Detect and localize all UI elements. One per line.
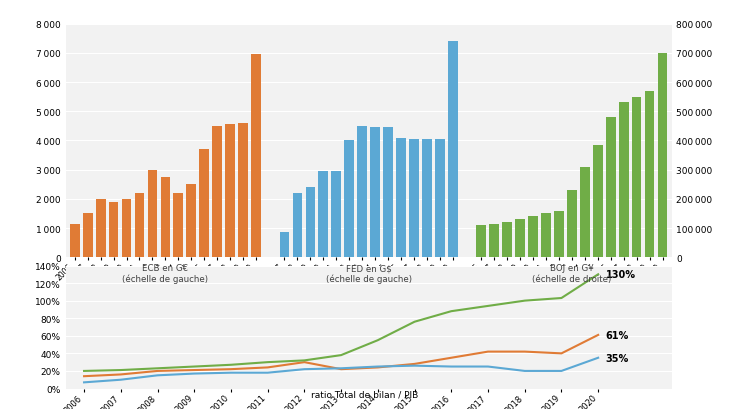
Bar [199, 150, 209, 258]
Bar [448, 42, 458, 258]
Bar [70, 224, 80, 258]
Bar [161, 178, 170, 258]
Bar [122, 199, 131, 258]
Bar [293, 193, 302, 258]
Bar [186, 185, 196, 258]
Text: 130%: 130% [605, 270, 636, 280]
Bar [396, 138, 406, 258]
Text: ratio Total de bilan / PIB: ratio Total de bilan / PIB [312, 390, 418, 399]
Bar [567, 191, 577, 258]
Text: 35%: 35% [605, 353, 629, 363]
Bar [435, 139, 445, 258]
Bar [238, 124, 248, 258]
Bar [383, 128, 393, 258]
Bar [357, 126, 367, 258]
Bar [422, 139, 431, 258]
Bar [251, 55, 261, 258]
Bar [529, 217, 538, 258]
Bar [134, 193, 145, 258]
Bar [554, 211, 564, 258]
Bar [318, 172, 328, 258]
Bar [370, 128, 380, 258]
Bar [580, 167, 590, 258]
Bar [593, 146, 603, 258]
Bar [174, 193, 183, 258]
Bar [345, 141, 354, 258]
Bar [489, 224, 499, 258]
Bar [606, 118, 615, 258]
Bar [515, 220, 525, 258]
Bar [109, 202, 118, 258]
Bar [331, 172, 341, 258]
Bar [477, 226, 486, 258]
Bar [619, 103, 629, 258]
Bar [280, 233, 289, 258]
Bar [658, 54, 667, 258]
Bar [147, 170, 157, 258]
Bar [541, 214, 551, 258]
Bar [409, 139, 419, 258]
Bar [226, 125, 235, 258]
Bar [631, 97, 642, 258]
Text: ECB en G€
(échelle de gauche): ECB en G€ (échelle de gauche) [123, 264, 208, 284]
Bar [306, 188, 315, 258]
Bar [645, 92, 655, 258]
Text: BOJ en G¥
(échelle de droite): BOJ en G¥ (échelle de droite) [532, 264, 612, 283]
Text: 61%: 61% [605, 330, 629, 340]
Text: FED en G$
(échelle de gauche): FED en G$ (échelle de gauche) [326, 264, 412, 284]
Bar [502, 222, 512, 258]
Bar [96, 199, 106, 258]
Bar [82, 214, 93, 258]
Bar [212, 126, 222, 258]
